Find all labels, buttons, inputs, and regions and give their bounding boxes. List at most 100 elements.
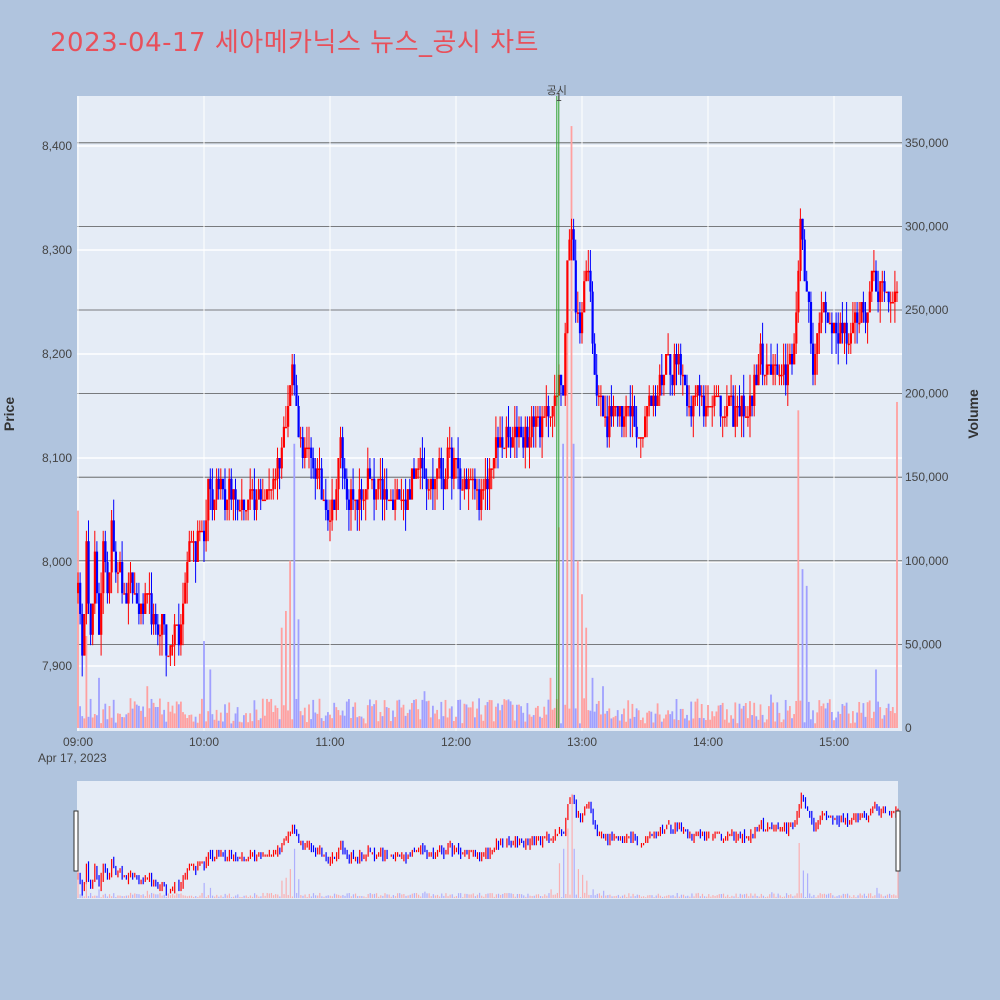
- candle-body: [242, 499, 246, 510]
- volume-bar: [789, 706, 791, 728]
- volume-bar: [868, 700, 871, 728]
- mini-volume-bar: [92, 896, 94, 898]
- mini-volume-bar: [123, 896, 125, 898]
- mini-volume-bar: [382, 895, 384, 898]
- candle-body: [564, 333, 567, 396]
- mini-volume-bar: [888, 893, 891, 898]
- volume-bar: [721, 702, 724, 728]
- volume-bar: [480, 714, 483, 728]
- candle-body: [266, 489, 269, 500]
- rangeslider-bg[interactable]: [77, 781, 898, 899]
- candle-body: [885, 291, 888, 294]
- mini-volume-bar: [172, 894, 174, 898]
- mini-volume-bar: [628, 893, 630, 898]
- mini-volume-bar: [609, 894, 611, 898]
- mini-volume-bar: [180, 893, 182, 898]
- volume-bar: [637, 710, 640, 728]
- mini-volume-bar: [237, 894, 239, 898]
- volume-bar: [232, 720, 235, 728]
- candle-body: [335, 489, 338, 510]
- mini-volume-bar: [462, 897, 464, 898]
- mini-volume-bar: [228, 893, 230, 898]
- volume-bar: [308, 704, 310, 728]
- mini-volume-bar: [222, 896, 224, 898]
- mini-volume-bar: [428, 893, 430, 898]
- candle-body: [471, 478, 474, 481]
- volume-bar: [331, 718, 333, 728]
- volume-bar: [186, 718, 189, 728]
- candle-body: [627, 406, 630, 408]
- volume-bar: [257, 720, 260, 728]
- mini-volume-bar: [243, 895, 245, 898]
- candle-body: [809, 302, 813, 344]
- mini-volume-bar: [489, 893, 491, 898]
- volume-bar: [465, 704, 468, 728]
- volume-bar: [110, 717, 113, 728]
- volume-bar: [432, 705, 434, 728]
- mini-volume-bar: [249, 895, 252, 898]
- volume-bar: [497, 703, 499, 728]
- volume-bar: [824, 708, 827, 728]
- candle-body: [717, 395, 720, 398]
- volume-bar: [642, 717, 644, 728]
- mini-volume-bar: [874, 895, 876, 898]
- candle-body: [179, 624, 183, 646]
- candle-body: [108, 572, 111, 594]
- candle-body: [87, 541, 90, 604]
- rangeslider-right-handle[interactable]: [895, 810, 901, 872]
- candle-body: [446, 447, 449, 479]
- volume-bar: [698, 717, 701, 728]
- volume-bar: [639, 720, 642, 728]
- candle-body: [385, 489, 388, 500]
- candle-body: [175, 624, 178, 626]
- mini-volume-bar: [802, 870, 804, 898]
- candle-body: [515, 426, 519, 438]
- mini-volume-bar: [314, 895, 317, 898]
- mini-volume-bar: [310, 896, 312, 898]
- candle-body: [648, 395, 651, 406]
- mini-volume-bar: [682, 894, 685, 898]
- volume-bar: [373, 704, 375, 728]
- mini-volume-bar: [396, 893, 399, 898]
- volume-bar: [570, 126, 573, 728]
- candle-body: [700, 395, 703, 398]
- volume-bar: [633, 716, 636, 728]
- candle-body: [341, 437, 344, 469]
- volume-bar: [505, 700, 508, 728]
- candle-body: [868, 291, 871, 313]
- mini-volume-bar: [594, 895, 596, 898]
- mini-volume-bar: [317, 895, 319, 898]
- volume-bar: [440, 701, 443, 728]
- mini-volume-bar: [516, 893, 519, 898]
- mini-volume-bar: [430, 896, 432, 898]
- mini-volume-bar: [558, 863, 561, 898]
- mini-volume-bar: [167, 893, 170, 898]
- volume-bar: [364, 723, 367, 728]
- mini-volume-bar: [447, 896, 449, 898]
- mini-volume-bar: [445, 893, 447, 898]
- volume-bar: [381, 716, 384, 728]
- volume-bar: [205, 721, 207, 728]
- mini-volume-bar: [81, 895, 83, 898]
- mini-volume-bar: [306, 896, 308, 898]
- mini-volume-bar: [190, 895, 193, 898]
- mini-volume-bar: [323, 896, 325, 898]
- candle-body: [135, 593, 138, 604]
- time-tick-label: 10:00: [189, 735, 219, 749]
- candle-body: [440, 458, 443, 479]
- rangeslider-left-handle[interactable]: [73, 810, 79, 872]
- candle-body: [757, 364, 760, 386]
- volume-bar: [879, 707, 882, 728]
- candle-body: [765, 364, 768, 375]
- mini-volume-bar: [563, 848, 565, 898]
- candle-body: [774, 364, 777, 366]
- candle-body: [305, 447, 309, 450]
- mini-volume-bar: [289, 869, 291, 898]
- mini-volume-bar: [619, 896, 622, 898]
- candle-body: [631, 406, 634, 417]
- candle-body: [110, 520, 113, 573]
- candle-body: [398, 489, 401, 500]
- candle-body: [301, 437, 304, 458]
- volume-bar: [635, 708, 638, 728]
